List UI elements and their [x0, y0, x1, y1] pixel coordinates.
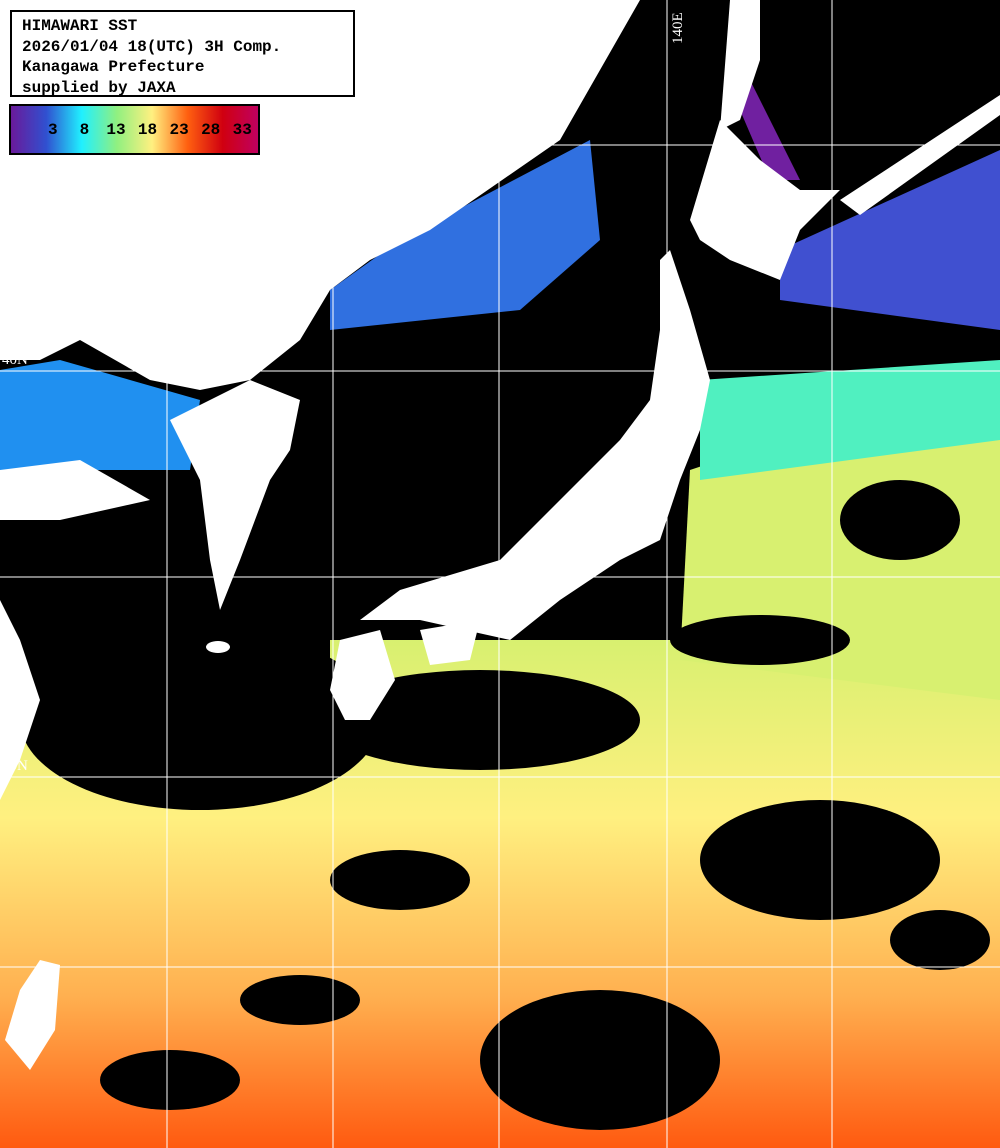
- shikoku: [420, 620, 480, 665]
- jeju-island: [206, 641, 230, 653]
- japan-sea-cold: [330, 140, 600, 330]
- teal-band: [700, 360, 1000, 480]
- lat-label-30n: 30N: [2, 758, 28, 774]
- legend-tick: 8: [79, 120, 90, 139]
- map-credit: supplied by JAXA: [22, 78, 176, 97]
- map-region: Kanagawa Prefecture: [22, 58, 205, 76]
- legend-tick: 3: [47, 120, 58, 139]
- map-datetime: 2026/01/04 18(UTC) 3H Comp.: [22, 37, 282, 56]
- asia-mainland: [0, 0, 640, 390]
- legend-tick: 33: [232, 120, 252, 139]
- legend-tick: 28: [201, 120, 221, 139]
- honshu: [360, 250, 710, 640]
- land: [0, 0, 1000, 1070]
- color-scale-legend: 3 8 13 18 23 28 33: [9, 104, 260, 155]
- legend-tick: 23: [169, 120, 189, 139]
- lon-label-140e: 140E: [670, 12, 686, 44]
- okhotsk-strip: [740, 60, 800, 180]
- korea: [170, 380, 300, 610]
- kyushu: [330, 630, 395, 720]
- bohai-sea: [0, 360, 200, 470]
- legend-tick: 18: [137, 120, 158, 139]
- china-coast: [0, 460, 150, 520]
- lat-label-40n: 40N: [2, 352, 28, 368]
- kuril-arc: [840, 95, 1000, 215]
- sakhalin: [720, 0, 760, 130]
- map-title: HIMAWARI SST: [22, 17, 138, 35]
- info-box: HIMAWARI SST 2026/01/04 18(UTC) 3H Comp.…: [10, 10, 355, 97]
- hokkaido: [690, 120, 840, 280]
- northern-cold-sea: [780, 150, 1000, 330]
- legend-tick: 13: [106, 120, 126, 139]
- cloud-mask: [0, 480, 990, 1130]
- china-south: [0, 600, 40, 800]
- taiwan: [5, 960, 60, 1070]
